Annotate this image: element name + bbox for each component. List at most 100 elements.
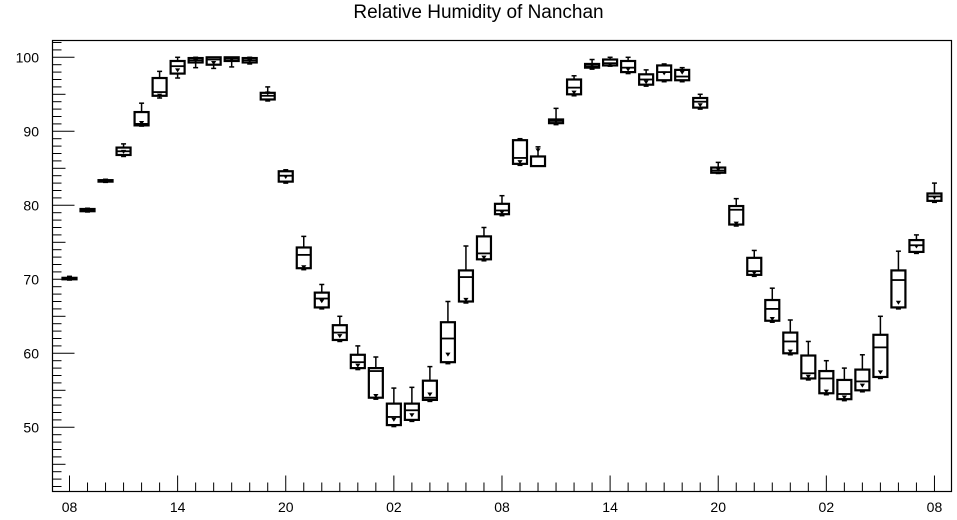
- x-tick-label: 20: [278, 499, 294, 515]
- box-hour-35: [692, 93, 709, 110]
- mean-marker: [283, 174, 289, 179]
- box-hour-13: [295, 235, 312, 271]
- box-hour-5: [151, 70, 168, 99]
- box-hour-7: [187, 56, 204, 69]
- mean-marker: [589, 63, 595, 68]
- box-hour-14: [313, 283, 330, 310]
- box-hour-6: [169, 56, 186, 79]
- iqr-box: [457, 269, 475, 303]
- iqr-box: [674, 68, 691, 82]
- mean-marker: [193, 58, 199, 63]
- box-hour-19: [403, 386, 420, 423]
- box-hour-36: [710, 161, 727, 175]
- mean-marker: [157, 93, 163, 98]
- box-hour-3: [115, 143, 132, 158]
- box-hour-44: [854, 354, 871, 393]
- mean-marker: [84, 208, 91, 213]
- mean-marker: [138, 120, 145, 125]
- mean-marker: [301, 265, 307, 270]
- iqr-box: [872, 333, 889, 379]
- box-hour-39: [764, 287, 781, 323]
- box-hour-9: [223, 56, 240, 68]
- y-tick-label: 100: [16, 49, 40, 65]
- box-hour-28: [565, 75, 583, 97]
- mean-marker: [859, 383, 865, 388]
- mean-marker: [553, 119, 559, 124]
- y-axis: 50 60 70 80 90 100: [16, 42, 75, 487]
- iqr-box: [620, 59, 637, 74]
- box-hour-37: [728, 197, 745, 227]
- box-hour-16: [349, 345, 366, 371]
- x-axis: 08 14 20 02 08 14 20 02 08: [62, 475, 942, 515]
- box-hour-15: [331, 315, 348, 343]
- mean-marker: [499, 210, 505, 215]
- box-hour-34: [674, 66, 691, 83]
- mean-marker: [391, 417, 397, 422]
- box-hour-25: [511, 137, 529, 167]
- mean-marker: [535, 148, 541, 153]
- mean-marker: [445, 352, 451, 357]
- iqr-box: [854, 368, 871, 392]
- mean-marker: [427, 392, 433, 397]
- box-hour-46: [890, 250, 907, 310]
- x-tick-label: 02: [819, 499, 835, 515]
- box-hour-33: [656, 63, 673, 83]
- iqr-box: [421, 379, 438, 402]
- box-hour-17: [367, 356, 384, 400]
- y-tick-label: 70: [23, 271, 39, 287]
- mean-marker: [661, 71, 667, 76]
- mean-marker: [913, 244, 920, 249]
- y-tick-label: 60: [23, 345, 39, 361]
- iqr-box: [367, 367, 384, 399]
- box-hour-24: [493, 194, 511, 217]
- mean-marker: [120, 149, 127, 154]
- mean-marker: [787, 349, 793, 354]
- mean-marker: [805, 374, 811, 379]
- y-tick-label: 80: [23, 197, 39, 213]
- box-hour-41: [800, 340, 817, 381]
- box-series: [61, 56, 943, 428]
- y-tick-label: 90: [23, 123, 39, 139]
- y-tick-label: 50: [23, 419, 39, 435]
- mean-marker: [175, 68, 181, 73]
- mean-marker: [337, 334, 343, 339]
- mean-marker: [697, 103, 703, 108]
- mean-marker: [751, 271, 757, 276]
- mean-marker: [643, 80, 649, 85]
- x-tick-label: 20: [710, 499, 726, 515]
- mean-marker: [66, 276, 73, 281]
- mean-marker: [355, 363, 361, 368]
- box-hour-31: [620, 56, 637, 75]
- box-hour-18: [385, 387, 402, 428]
- iqr-box: [403, 402, 420, 421]
- mean-marker: [319, 299, 325, 304]
- x-tick-label: 08: [494, 499, 510, 515]
- x-tick-label: 14: [602, 499, 618, 515]
- mean-marker: [229, 58, 235, 63]
- mean-marker: [517, 160, 523, 165]
- box-hour-47: [908, 234, 925, 255]
- iqr-box: [295, 246, 312, 270]
- box-hour-42: [818, 359, 835, 396]
- box-hour-38: [746, 249, 763, 278]
- mean-marker: [625, 67, 631, 72]
- box-hour-40: [782, 319, 799, 356]
- mean-marker: [823, 389, 829, 394]
- iqr-box: [529, 155, 547, 168]
- box-hour-43: [836, 367, 853, 402]
- box-hour-27: [547, 107, 565, 126]
- box-hour-32: [638, 69, 655, 87]
- mean-marker: [373, 394, 379, 399]
- x-tick-label: 02: [386, 499, 402, 515]
- mean-marker: [102, 178, 109, 183]
- mean-marker: [607, 62, 613, 67]
- box-hour-48: [926, 182, 943, 204]
- mean-marker: [931, 195, 938, 200]
- iqr-box: [385, 402, 402, 427]
- iqr-box: [692, 96, 709, 109]
- iqr-box: [169, 59, 186, 75]
- box-hour-1: [79, 207, 96, 213]
- mean-marker: [715, 167, 721, 172]
- mean-marker: [463, 297, 469, 302]
